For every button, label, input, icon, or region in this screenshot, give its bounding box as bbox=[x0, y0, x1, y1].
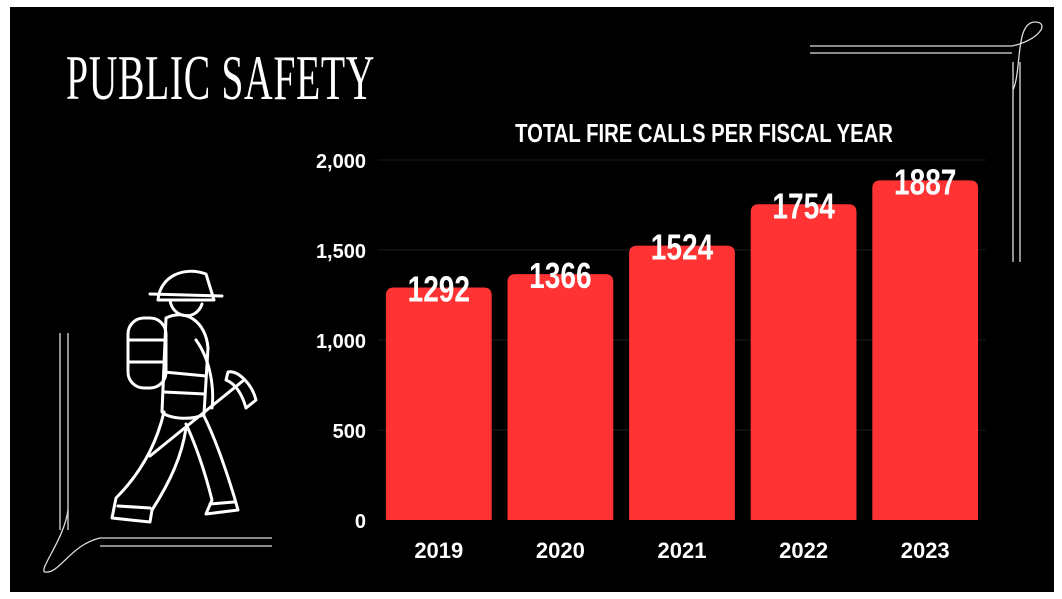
x-tick-label: 2019 bbox=[414, 538, 463, 563]
bar-value-label: 1366 bbox=[529, 256, 591, 296]
y-tick-label: 2,000 bbox=[316, 151, 366, 173]
x-axis-ticks: 2019 2020 2021 2022 2023 bbox=[414, 538, 949, 563]
y-tick-label: 0 bbox=[355, 511, 366, 533]
y-tick-label: 1,500 bbox=[316, 241, 366, 263]
bar-2021 bbox=[629, 245, 735, 520]
bar-value-label: 1887 bbox=[894, 162, 956, 202]
x-tick-label: 2023 bbox=[901, 538, 950, 563]
data-labels: 1292 1366 1524 1754 1887 bbox=[408, 162, 957, 309]
x-tick-label: 2020 bbox=[536, 538, 585, 563]
x-tick-label: 2022 bbox=[779, 538, 828, 563]
chart-title: TOTAL FIRE CALLS PER FISCAL YEAR bbox=[515, 118, 893, 148]
page-title: PUBLIC SAFETY bbox=[66, 42, 376, 113]
y-tick-label: 1,000 bbox=[316, 331, 366, 353]
bar-2019 bbox=[385, 287, 492, 520]
bar-2020 bbox=[507, 274, 614, 520]
x-tick-label: 2021 bbox=[658, 538, 707, 563]
y-axis-ticks: 0 500 1,000 1,500 2,000 bbox=[316, 151, 366, 533]
bar-value-label: 1292 bbox=[408, 269, 470, 309]
bar-value-label: 1524 bbox=[651, 227, 713, 267]
bar-value-label: 1754 bbox=[772, 186, 834, 226]
bars bbox=[385, 180, 979, 520]
bar-2023 bbox=[872, 180, 979, 520]
bar-2022 bbox=[750, 204, 857, 520]
y-tick-label: 500 bbox=[333, 421, 366, 443]
